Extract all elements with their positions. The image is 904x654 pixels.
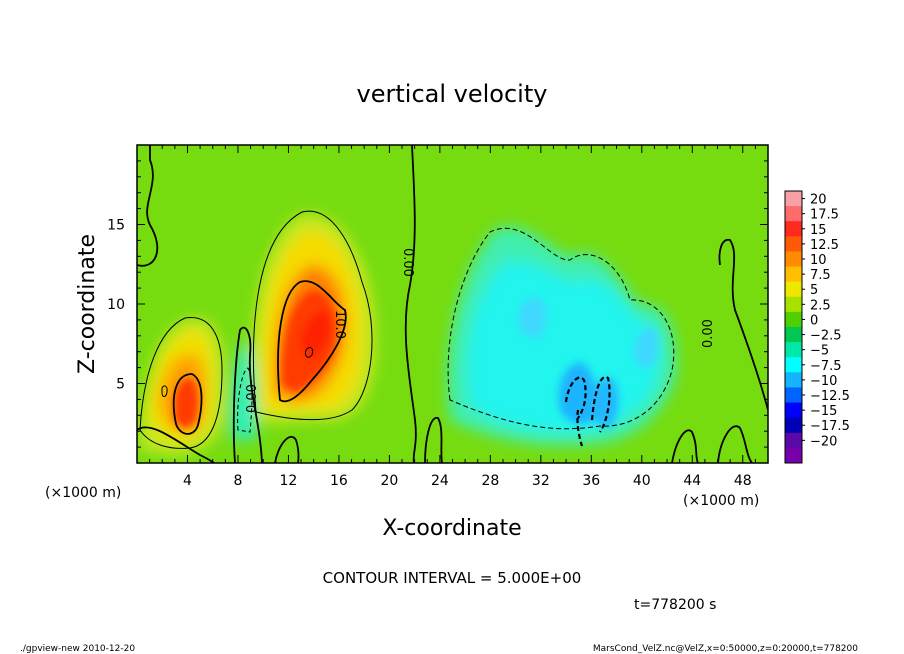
x-axis-unit-right: (×1000 m) <box>683 493 759 509</box>
colorbar-swatch <box>785 191 802 207</box>
y-tick-label: 10 <box>107 297 125 313</box>
colorbar-label: −10 <box>810 374 837 389</box>
colorbar-swatch <box>785 357 802 373</box>
contour-neg-ten-1 <box>564 376 587 419</box>
colorbar-label: −12.5 <box>810 389 850 404</box>
downdraft-blue-1 <box>558 362 597 424</box>
footer-left: ./gpview-new 2010-12-20 <box>20 644 135 654</box>
time-text: t=778200 s <box>634 597 716 613</box>
colorbar-label: 17.5 <box>810 208 839 223</box>
colorbar-label: 5 <box>810 283 818 298</box>
contour-zero-9 <box>717 425 753 463</box>
contour-label-1: 0.00 <box>400 248 415 277</box>
downdraft-blue-4 <box>634 327 659 370</box>
x-axis: 4 8 12 16 20 24 28 32 36 40 44 48 <box>149 145 756 489</box>
colorbar-label: −15 <box>810 404 837 419</box>
colorbar-swatch <box>785 342 802 358</box>
x-tick-label: 12 <box>280 473 298 489</box>
downdraft-blue-2 <box>589 377 619 428</box>
colorbar-label: 7.5 <box>810 268 831 283</box>
contour-zero-1 <box>137 145 159 267</box>
x-tick-label: 8 <box>233 473 242 489</box>
x-tick-label: 24 <box>431 473 449 489</box>
x-tick-label: 28 <box>481 473 499 489</box>
x-tick-label: 32 <box>532 473 550 489</box>
colorbar-swatch <box>785 417 802 434</box>
colorbar-swatch <box>785 236 802 252</box>
colorbar-label: −20 <box>810 434 837 449</box>
x-axis-unit-left: (×1000 m) <box>45 485 121 501</box>
contour-zero-3 <box>718 238 768 411</box>
colorbar-label: −7.5 <box>810 359 842 374</box>
x-tick-label: 20 <box>380 473 398 489</box>
x-tick-label: 16 <box>330 473 348 489</box>
contour-zero-6 <box>274 435 300 463</box>
contour-neg-ten-3 <box>576 409 584 447</box>
colorbar-swatch <box>785 327 802 343</box>
colorbar-label: −17.5 <box>810 419 850 434</box>
colorbar-swatch <box>785 447 802 464</box>
plot-area: 0.00 10.0 0.00 0.00 <box>137 145 768 463</box>
colorbar-swatch <box>785 311 802 328</box>
colorbar-label: 10 <box>810 253 827 268</box>
chart-title: vertical velocity <box>357 80 548 108</box>
colorbar-swatch <box>785 281 802 298</box>
contour-zero-5 <box>232 326 263 463</box>
colorbar-label: −5 <box>810 344 829 359</box>
colorbar-swatch <box>785 296 802 313</box>
x-tick-label: 4 <box>183 473 192 489</box>
contour-ten-left <box>172 373 203 435</box>
contour-label-2: 10.0 <box>332 310 347 339</box>
y-tick-label: 15 <box>107 218 125 234</box>
colorbar-swatch <box>785 206 802 222</box>
colorbar-swatch <box>785 266 802 283</box>
x-tick-label: 44 <box>683 473 701 489</box>
colorbar-label: 15 <box>810 223 827 238</box>
contour-zero-8 <box>671 429 699 463</box>
updraft-core-left <box>174 378 199 428</box>
y-tick-label: 5 <box>116 377 125 393</box>
contour-zero-2 <box>404 145 417 463</box>
colorbar-swatch <box>785 221 802 237</box>
contour-label-3: 0.00 <box>245 384 260 413</box>
x-tick-label: 40 <box>633 473 651 489</box>
contour-neg-strip <box>237 367 253 433</box>
x-axis-label: X-coordinate <box>382 516 521 541</box>
contour-five-left <box>139 317 223 449</box>
contour-five-center <box>253 210 373 421</box>
downdraft-blue-3 <box>518 297 547 340</box>
colorbar-label: 0 <box>810 313 818 328</box>
contour-interval-text: CONTOUR INTERVAL = 5.000E+00 <box>323 569 582 587</box>
colorbar-swatch <box>785 387 802 404</box>
colorbar-label: 2.5 <box>810 298 831 313</box>
colorbar-swatch <box>785 432 802 449</box>
colorbar: 2017.51512.5107.552.50−2.5−5−7.5−10−12.5… <box>784 190 850 464</box>
colorbar-swatch <box>785 251 802 268</box>
contour-small-ring-2 <box>305 347 313 358</box>
y-axis: 5 10 15 <box>107 160 768 448</box>
colorbar-swatch <box>785 402 802 419</box>
colorbar-label: 12.5 <box>810 238 839 253</box>
contour-ten-center <box>277 280 347 403</box>
colorbar-label: −2.5 <box>810 329 842 344</box>
footer-right: MarsCond_VelZ.nc@VelZ,x=0:50000,z=0:2000… <box>593 644 858 654</box>
colorbar-label: 20 <box>810 193 827 208</box>
y-axis-label: Z-coordinate <box>75 234 100 374</box>
x-tick-label: 36 <box>582 473 600 489</box>
contour-neg-five <box>447 227 675 430</box>
colorbar-frame <box>784 190 803 464</box>
x-tick-label: 48 <box>734 473 752 489</box>
contour-neg-ten-2 <box>590 375 611 433</box>
contour-zero-7 <box>424 417 443 463</box>
contour-small-ring <box>161 385 168 397</box>
contour-label-4: 0.00 <box>701 319 716 348</box>
colorbar-swatch <box>785 372 802 388</box>
